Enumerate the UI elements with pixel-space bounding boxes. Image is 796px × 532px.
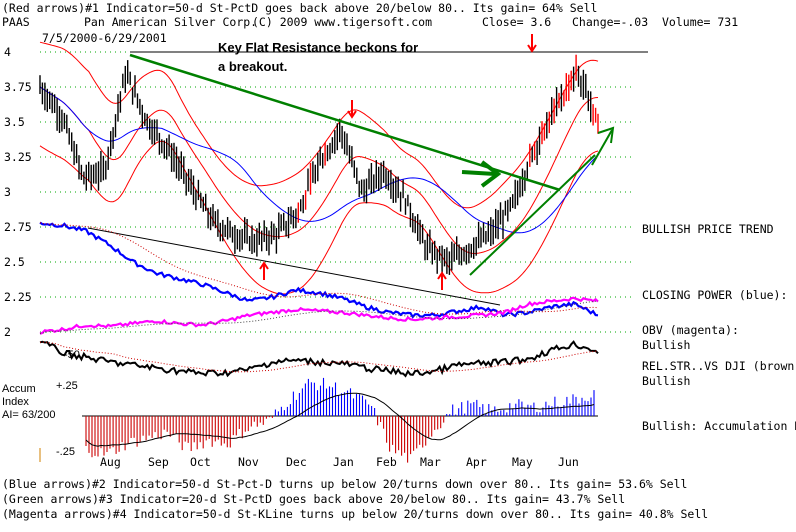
x-tick-label: Nov — [238, 455, 259, 469]
y-tick-label: 2.5 — [4, 255, 25, 269]
footer-indicator-2: (Blue arrows)#2 Indicator=50-d St-Pct-D … — [2, 477, 687, 491]
x-tick-label: Apr — [466, 455, 487, 469]
header-ticker: PAAS — [2, 15, 30, 29]
obv-line — [39, 296, 599, 335]
red-arrow-icon — [527, 34, 537, 53]
price-y-axis: 4 3.75 3.5 3.25 3 2.75 2.5 2.25 2 — [4, 45, 32, 339]
label-relstr-value: Bullish — [642, 374, 690, 388]
x-axis: Aug Sep Oct Nov Dec Jan Feb Mar Apr May Jun — [100, 455, 579, 469]
x-tick-label: May — [512, 455, 533, 469]
header-company: Pan American Silver Corp. — [84, 15, 257, 29]
accum-title-2: Index — [2, 396, 29, 408]
x-tick-label: Oct — [190, 455, 211, 469]
accum-mark-neg: -.25 — [56, 446, 75, 458]
annotation-line-1: Key Flat Resistance beckons for — [218, 40, 418, 55]
price-gridlines — [40, 51, 632, 333]
header-change: Change=-.03 — [572, 15, 648, 29]
green-arrow-up-right-icon — [591, 126, 615, 166]
x-tick-label: Mar — [420, 455, 441, 469]
y-tick-label: 2.75 — [4, 220, 32, 234]
y-tick-label: 4 — [4, 45, 11, 59]
header-indicator-1: (Red arrows)#1 Indicator=50-d St-PctD go… — [2, 1, 597, 15]
header-volume: Volume= 731 — [662, 15, 738, 29]
label-accum: Bullish: Accumulation Risin — [642, 419, 796, 433]
relstr-mark: -50 — [64, 349, 80, 361]
x-tick-label: Feb — [376, 455, 397, 469]
annotation-line-2: a breakout. — [218, 59, 287, 74]
red-arrow-icon — [259, 261, 269, 280]
x-tick-label: Sep — [148, 455, 169, 469]
accum-bars — [85, 377, 595, 463]
y-tick-label: 2.25 — [4, 290, 32, 304]
relstr-line — [39, 340, 599, 378]
y-tick-label: 2 — [4, 325, 11, 339]
footer-indicator-3: (Green arrows)#3 Indicator=20-d St-PctD … — [2, 492, 625, 506]
y-tick-label: 3.25 — [4, 150, 32, 164]
closing-power-line — [39, 221, 599, 319]
lower-band-line — [39, 140, 599, 295]
label-obv: OBV (magenta): — [642, 323, 739, 337]
green-arrow-right-icon — [461, 160, 502, 188]
obv-ma — [39, 300, 599, 335]
x-tick-label: Aug — [100, 455, 121, 469]
header-close: Close= 3.6 — [482, 15, 551, 29]
red-arrows — [259, 34, 537, 290]
date-range: 7/5/2000-6/29/2001 — [42, 31, 167, 45]
closing-power-ma — [39, 222, 599, 315]
y-tick-label: 3.5 — [4, 115, 25, 129]
relstr-ma — [39, 341, 599, 373]
red-arrow-icon — [437, 271, 447, 290]
footer-indicator-4: (Magenta arrows)#4 Indicator=50-d St-KLi… — [2, 507, 708, 521]
accum-ma-line — [85, 392, 595, 447]
x-tick-label: Jun — [558, 455, 579, 469]
label-closing-power: CLOSING POWER (blue): — [642, 288, 787, 302]
x-tick-label: Dec — [286, 455, 307, 469]
upper-band-line — [39, 41, 599, 209]
y-tick-label: 3 — [4, 185, 11, 199]
price-bars — [39, 54, 599, 277]
moving-average-red — [39, 86, 599, 255]
x-tick-label: Jan — [333, 455, 354, 469]
accum-mark-pos: +.25 — [56, 380, 78, 392]
accum-title-1: Accum — [2, 383, 36, 395]
moving-average-blue — [39, 86, 599, 234]
accum-title-3: AI= 63/200 — [2, 409, 56, 421]
uptrend-line — [469, 154, 596, 276]
label-obv-value: Bullish — [642, 338, 690, 352]
closing-power-trendline — [87, 227, 501, 306]
y-tick-label: 3.75 — [4, 80, 32, 94]
red-arrow-icon — [347, 100, 357, 119]
label-bullish-trend: BULLISH PRICE TREND — [642, 222, 774, 236]
label-relstr: REL.STR..VS DJI (brown): — [642, 359, 796, 373]
header-copyright: (C) 2009 www.tigersoft.com — [252, 15, 432, 29]
